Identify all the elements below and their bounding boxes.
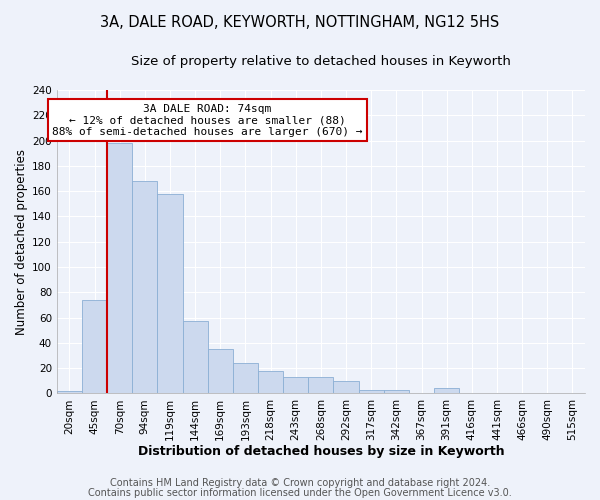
Bar bbox=[233, 363, 258, 394]
Bar bbox=[82, 300, 107, 394]
Bar bbox=[208, 349, 233, 394]
Y-axis label: Number of detached properties: Number of detached properties bbox=[15, 148, 28, 334]
Bar bbox=[308, 377, 334, 394]
Bar bbox=[182, 322, 208, 394]
Bar bbox=[107, 143, 132, 394]
Bar bbox=[283, 377, 308, 394]
X-axis label: Distribution of detached houses by size in Keyworth: Distribution of detached houses by size … bbox=[137, 444, 504, 458]
Text: 3A DALE ROAD: 74sqm
← 12% of detached houses are smaller (88)
88% of semi-detach: 3A DALE ROAD: 74sqm ← 12% of detached ho… bbox=[52, 104, 362, 137]
Bar bbox=[359, 390, 384, 394]
Bar bbox=[132, 181, 157, 394]
Bar bbox=[384, 390, 409, 394]
Text: Contains HM Land Registry data © Crown copyright and database right 2024.: Contains HM Land Registry data © Crown c… bbox=[110, 478, 490, 488]
Bar bbox=[334, 380, 359, 394]
Title: Size of property relative to detached houses in Keyworth: Size of property relative to detached ho… bbox=[131, 55, 511, 68]
Bar bbox=[258, 370, 283, 394]
Bar bbox=[434, 388, 459, 394]
Text: 3A, DALE ROAD, KEYWORTH, NOTTINGHAM, NG12 5HS: 3A, DALE ROAD, KEYWORTH, NOTTINGHAM, NG1… bbox=[100, 15, 500, 30]
Text: Contains public sector information licensed under the Open Government Licence v3: Contains public sector information licen… bbox=[88, 488, 512, 498]
Bar bbox=[57, 391, 82, 394]
Bar bbox=[157, 194, 182, 394]
